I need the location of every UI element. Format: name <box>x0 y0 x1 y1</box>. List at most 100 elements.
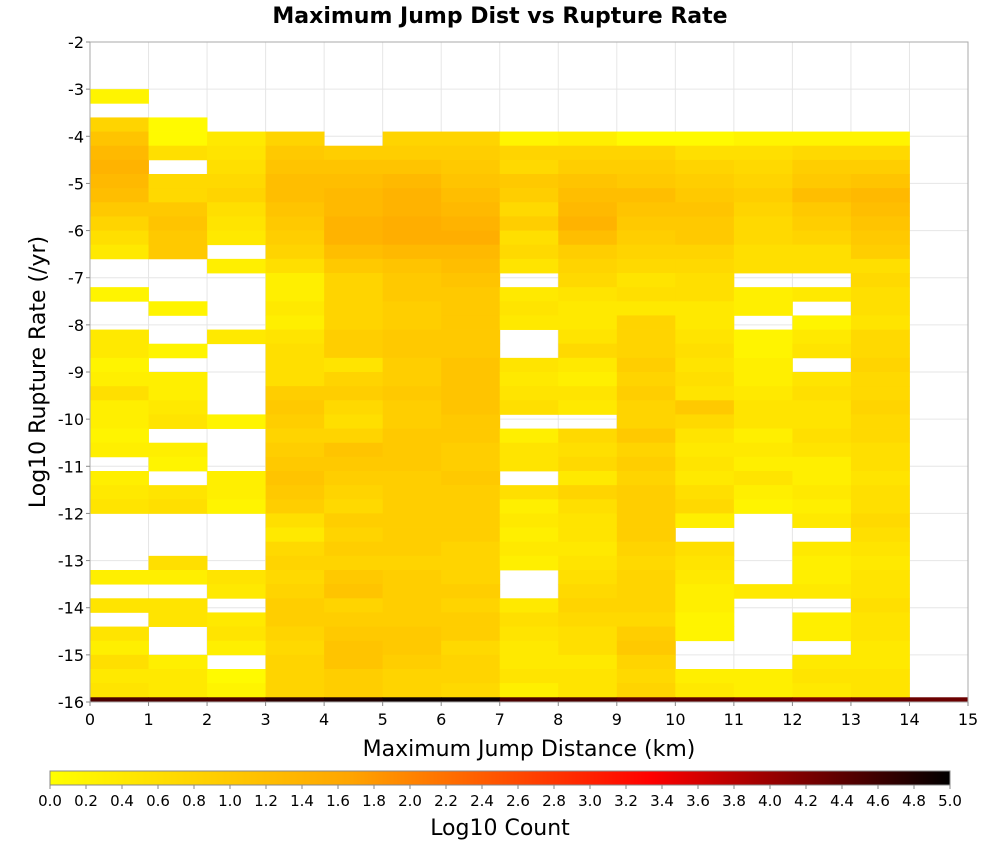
heatmap-cell <box>675 287 735 302</box>
heatmap-cell <box>616 244 676 260</box>
heatmap-cell <box>675 357 735 373</box>
heatmap-cell <box>382 315 442 330</box>
heatmap-cell <box>207 414 266 429</box>
heatmap-cell <box>265 527 325 543</box>
heatmap-cell <box>324 584 384 599</box>
heatmap-cell <box>850 301 910 316</box>
heatmap-cell <box>265 669 325 684</box>
heatmap-cell <box>324 428 384 444</box>
heatmap-cell <box>558 527 618 543</box>
heatmap-cell <box>148 386 208 401</box>
heatmap-cell <box>441 202 501 217</box>
heatmap-cell <box>675 188 735 203</box>
heatmap-cell <box>90 287 149 302</box>
heatmap-cell <box>382 527 442 543</box>
heatmap-cell <box>675 301 735 316</box>
heatmap-cell <box>558 131 618 147</box>
heatmap-cell <box>616 372 676 387</box>
heatmap-cell <box>558 442 618 458</box>
heatmap-cell <box>265 174 325 189</box>
colorbar-tick-label: 4.4 <box>830 792 854 810</box>
x-tick-label: 13 <box>841 710 861 729</box>
heatmap-cell <box>499 258 559 274</box>
heatmap-cell <box>558 584 618 599</box>
heatmap-cell <box>850 555 910 571</box>
heatmap-cell <box>792 386 852 401</box>
heatmap-cell <box>265 442 325 458</box>
heatmap-cell <box>675 174 735 189</box>
heatmap-cell <box>792 428 852 444</box>
heatmap-cell <box>382 499 442 514</box>
heatmap-cell <box>733 216 793 231</box>
heatmap-cell <box>499 456 559 472</box>
heatmap-cell <box>499 541 559 557</box>
heatmap-cells <box>90 89 969 702</box>
heatmap-cell <box>324 626 384 642</box>
heatmap-cell <box>324 329 384 345</box>
heatmap-cell <box>382 541 442 557</box>
colorbar-tick-label: 1.2 <box>254 792 278 810</box>
heatmap-cell <box>558 400 618 415</box>
heatmap-cell <box>675 456 735 472</box>
heatmap-cell <box>558 159 618 175</box>
heatmap-cell <box>324 513 384 528</box>
heatmap-cell <box>792 414 852 429</box>
heatmap-cell <box>382 400 442 415</box>
heatmap-cell <box>616 188 676 203</box>
heatmap-cell <box>733 442 793 458</box>
heatmap-cell <box>850 584 910 599</box>
heatmap-cell <box>850 683 910 698</box>
heatmap-cell <box>616 329 676 345</box>
x-tick-label: 7 <box>495 710 505 729</box>
heatmap-cell <box>148 654 208 670</box>
heatmap-cell <box>850 499 910 514</box>
heatmap-cell <box>499 683 559 698</box>
y-tick-label: -7 <box>68 269 84 288</box>
y-tick-label: -11 <box>58 457 84 476</box>
heatmap-cell <box>441 669 501 684</box>
heatmap-cell <box>499 513 559 528</box>
heatmap-cell <box>616 174 676 189</box>
heatmap-cell <box>850 188 910 203</box>
heatmap-cell <box>441 258 501 274</box>
heatmap-cell <box>792 188 852 203</box>
heatmap-cell <box>499 442 559 458</box>
colorbar-tick-label: 3.0 <box>578 792 602 810</box>
heatmap-cell <box>616 442 676 458</box>
heatmap-cell <box>382 669 442 684</box>
heatmap-cell <box>733 131 793 147</box>
heatmap-cell <box>558 287 618 302</box>
heatmap-cell <box>616 273 676 288</box>
heatmap-cell <box>558 343 618 359</box>
heatmap-cell <box>733 287 793 302</box>
heatmap-cell <box>324 159 384 175</box>
heatmap-cell <box>324 244 384 260</box>
heatmap-cell <box>90 654 149 670</box>
heatmap-cell <box>148 555 208 571</box>
heatmap-cell <box>207 202 266 217</box>
heatmap-cell <box>90 471 149 486</box>
heatmap-cell <box>207 471 266 486</box>
heatmap-cell <box>441 301 501 316</box>
heatmap-cell <box>675 216 735 231</box>
heatmap-cell <box>792 131 852 147</box>
heatmap-cell <box>792 174 852 189</box>
heatmap-cell <box>616 555 676 571</box>
heatmap-cell <box>265 343 325 359</box>
heatmap-cell <box>382 626 442 642</box>
heatmap-cell <box>792 456 852 472</box>
heatmap-cell <box>90 216 149 231</box>
heatmap-cell <box>324 640 384 656</box>
heatmap-cell <box>382 598 442 613</box>
heatmap-cell <box>850 612 910 627</box>
heatmap-cell <box>90 202 149 217</box>
heatmap-cell <box>148 612 208 627</box>
heatmap-cell <box>265 541 325 557</box>
heatmap-cell <box>675 612 735 627</box>
heatmap-cell <box>207 188 266 203</box>
heatmap-cell <box>675 343 735 359</box>
heatmap-cell <box>265 428 325 444</box>
heatmap-cell <box>499 485 559 500</box>
heatmap-cell <box>616 598 676 613</box>
heatmap-cell <box>675 329 735 345</box>
